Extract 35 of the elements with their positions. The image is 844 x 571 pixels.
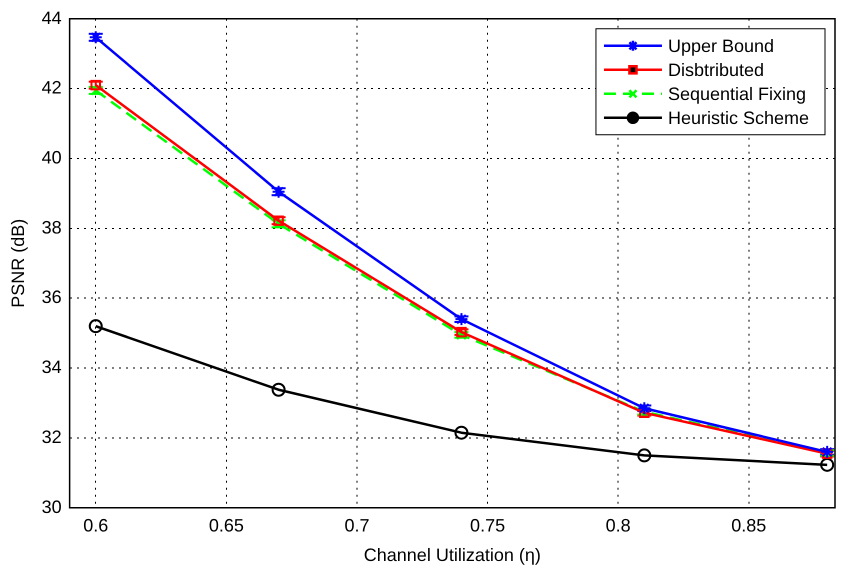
point <box>272 184 286 199</box>
point <box>88 319 103 334</box>
x-tick-label: 0.75 <box>470 516 506 536</box>
y-tick-label: 38 <box>42 217 62 238</box>
y-tick-label: 44 <box>42 8 62 28</box>
point <box>272 382 286 397</box>
y-tick-label: 42 <box>42 78 62 98</box>
point <box>820 444 834 459</box>
y-tick-label: 40 <box>42 147 62 168</box>
point <box>820 458 834 472</box>
x-tick-label: 0.8 <box>606 516 631 536</box>
y-tick-label: 36 <box>42 287 62 308</box>
legend-label: Upper Bound <box>668 36 774 56</box>
y-tick-label: 32 <box>42 426 62 447</box>
point <box>637 401 652 416</box>
x-tick-label: 0.65 <box>208 516 244 536</box>
point <box>454 312 468 326</box>
point <box>273 215 284 226</box>
y-tick-label: 30 <box>42 496 62 517</box>
point <box>456 326 467 338</box>
point <box>456 330 467 340</box>
x-tick-label: 0.7 <box>344 516 370 536</box>
y-tick-label: 34 <box>42 357 62 378</box>
point <box>90 85 101 96</box>
legend-label: Heuristic Scheme <box>668 108 809 128</box>
legend-label: Disbtributed <box>668 60 764 80</box>
y-axis-title: PSNR (dB) <box>8 218 28 308</box>
point <box>454 426 468 440</box>
point <box>637 448 652 462</box>
legend-label: Sequential Fixing <box>668 84 806 104</box>
point <box>273 218 284 230</box>
x-tick-label: 0.6 <box>83 516 108 536</box>
point <box>88 30 103 44</box>
x-axis-title: Channel Utilization (η) <box>364 545 541 566</box>
x-tick-label: 0.85 <box>731 516 766 536</box>
